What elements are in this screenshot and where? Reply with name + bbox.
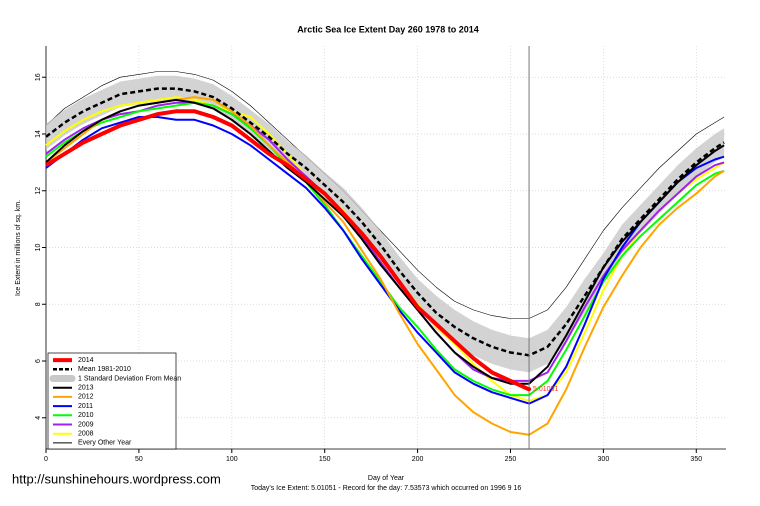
x-tick-label: 0 xyxy=(44,456,48,463)
chart-title: Arctic Sea Ice Extent Day 260 1978 to 20… xyxy=(297,24,479,34)
x-tick-label: 50 xyxy=(135,456,143,463)
series-line xyxy=(45,71,725,319)
std-band xyxy=(46,75,725,373)
x-tick-label: 350 xyxy=(690,456,702,463)
annotation-label: 5.01051 xyxy=(533,386,558,393)
x-tick-label: 100 xyxy=(226,456,238,463)
y-tick-label: 16 xyxy=(35,73,42,81)
x-tick-label: 200 xyxy=(412,456,424,463)
y-tick-label: 4 xyxy=(35,416,42,420)
legend-label: 2012 xyxy=(78,394,94,401)
y-axis-label: Ice Extent in millions of sq. km. xyxy=(15,200,22,296)
legend-label: 2009 xyxy=(78,421,94,428)
y-tick-label: 14 xyxy=(35,130,42,138)
footer-text: Today's Ice Extent: 5.01051 - Record for… xyxy=(251,485,522,492)
series-line xyxy=(45,87,725,357)
axis-frame xyxy=(45,46,726,450)
annotation-point xyxy=(527,387,532,392)
y-tick-label: 10 xyxy=(35,244,42,252)
series-line xyxy=(45,98,725,385)
legend-label: 2011 xyxy=(78,403,93,410)
x-axis-label: Day of Year xyxy=(368,475,405,482)
series-line xyxy=(44,109,530,392)
y-tick-label: 8 xyxy=(35,302,42,306)
x-tick-label: 300 xyxy=(598,456,610,463)
legend-label: 2014 xyxy=(78,357,94,364)
legend-label: 1 Standard Deviation From Mean xyxy=(78,375,181,382)
x-tick-label: 150 xyxy=(319,456,331,463)
legend-label: 2013 xyxy=(78,385,94,392)
watermark: http://sunshinehours.wordpress.com xyxy=(12,471,221,486)
y-tick-label: 6 xyxy=(35,359,42,363)
legend-label: Every Other Year xyxy=(78,440,132,447)
legend-label: 2010 xyxy=(78,412,94,419)
legend-label: 2008 xyxy=(78,431,94,438)
legend-label: Mean 1981-2010 xyxy=(78,366,131,373)
x-tick-label: 250 xyxy=(505,456,517,463)
y-tick-label: 12 xyxy=(35,187,42,195)
